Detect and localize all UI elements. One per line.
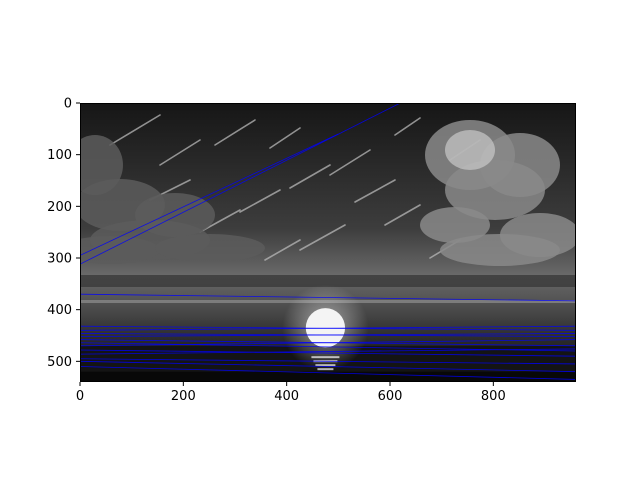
y-tick-label: 200 bbox=[47, 200, 72, 215]
overlay-line bbox=[80, 333, 576, 337]
meteor-streak bbox=[264, 239, 301, 261]
overlay-line bbox=[80, 325, 576, 331]
meteor-streak bbox=[354, 179, 396, 203]
cloud bbox=[440, 234, 560, 266]
moon-reflection bbox=[317, 368, 334, 371]
overlay-line bbox=[80, 366, 576, 380]
x-tick-label: 400 bbox=[274, 389, 299, 404]
meteor-streak bbox=[289, 164, 331, 189]
overlay-line bbox=[80, 339, 576, 347]
x-axis: 0 200 400 600 800 bbox=[76, 382, 506, 404]
cloud bbox=[420, 207, 490, 243]
moon-reflection bbox=[311, 356, 340, 359]
y-tick-label: 400 bbox=[47, 303, 72, 318]
cloud bbox=[80, 236, 160, 264]
overlay-line bbox=[80, 348, 576, 355]
y-tick-label: 0 bbox=[64, 97, 72, 112]
y-tick-label: 100 bbox=[47, 148, 72, 163]
y-axis: 0 100 200 300 400 500 bbox=[47, 97, 80, 370]
plot-axes: 0 200 400 600 800 0 100 200 300 400 500 bbox=[47, 97, 576, 404]
y-tick-label: 300 bbox=[47, 252, 72, 267]
overlay-line bbox=[80, 358, 576, 365]
cloud bbox=[480, 133, 560, 197]
overlay-line bbox=[80, 360, 576, 373]
meteor-streak bbox=[214, 119, 256, 146]
cloud-band bbox=[80, 275, 576, 287]
overlay-line bbox=[80, 293, 576, 302]
x-tick-label: 800 bbox=[481, 389, 506, 404]
meteor-streak bbox=[384, 204, 421, 226]
meteor-streak bbox=[299, 224, 346, 251]
overlay-line bbox=[80, 103, 401, 265]
cloud bbox=[155, 234, 265, 262]
meteor-streak bbox=[239, 189, 281, 213]
cloud-highlight bbox=[445, 130, 495, 170]
x-tick-label: 0 bbox=[76, 389, 84, 404]
y-tick-label: 500 bbox=[47, 355, 72, 370]
background-image bbox=[80, 103, 576, 382]
overlay-line bbox=[80, 133, 339, 256]
line-overlay bbox=[80, 103, 576, 380]
x-tick-label: 200 bbox=[171, 389, 196, 404]
grass bbox=[80, 371, 576, 382]
overlay-line bbox=[80, 349, 576, 357]
moon bbox=[305, 308, 346, 348]
meteor-streak bbox=[109, 114, 161, 146]
axes-frame bbox=[80, 103, 576, 382]
meteor-streak bbox=[269, 127, 301, 149]
moon-reflection bbox=[315, 364, 336, 367]
meteor-streak bbox=[394, 117, 421, 136]
x-tick-label: 600 bbox=[378, 389, 403, 404]
meteor-streak bbox=[159, 139, 201, 166]
cloud bbox=[135, 193, 215, 237]
meteor-streak bbox=[329, 149, 371, 176]
